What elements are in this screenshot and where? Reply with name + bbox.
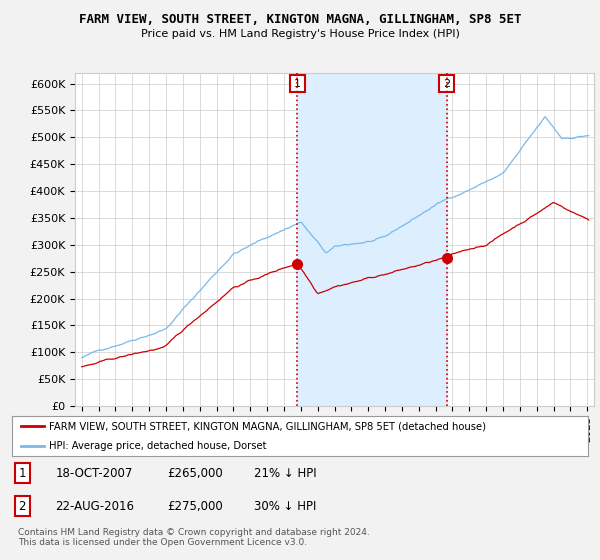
Text: FARM VIEW, SOUTH STREET, KINGTON MAGNA, GILLINGHAM, SP8 5ET: FARM VIEW, SOUTH STREET, KINGTON MAGNA, …	[79, 13, 521, 26]
Text: 1: 1	[19, 467, 26, 480]
Bar	[298, 73, 446, 406]
Text: £265,000: £265,000	[167, 467, 223, 480]
Text: 21% ↓ HPI: 21% ↓ HPI	[254, 467, 317, 480]
Text: £275,000: £275,000	[167, 500, 223, 513]
Text: 2: 2	[19, 500, 26, 513]
Text: Price paid vs. HM Land Registry's House Price Index (HPI): Price paid vs. HM Land Registry's House …	[140, 29, 460, 39]
Text: HPI: Average price, detached house, Dorset: HPI: Average price, detached house, Dors…	[49, 441, 267, 451]
Text: 30% ↓ HPI: 30% ↓ HPI	[254, 500, 316, 513]
Text: 22-AUG-2016: 22-AUG-2016	[55, 500, 134, 513]
Text: Contains HM Land Registry data © Crown copyright and database right 2024.
This d: Contains HM Land Registry data © Crown c…	[18, 528, 370, 547]
Text: 1: 1	[294, 78, 301, 88]
Text: 2: 2	[443, 78, 450, 88]
Text: 18-OCT-2007: 18-OCT-2007	[55, 467, 133, 480]
Text: FARM VIEW, SOUTH STREET, KINGTON MAGNA, GILLINGHAM, SP8 5ET (detached house): FARM VIEW, SOUTH STREET, KINGTON MAGNA, …	[49, 421, 487, 431]
